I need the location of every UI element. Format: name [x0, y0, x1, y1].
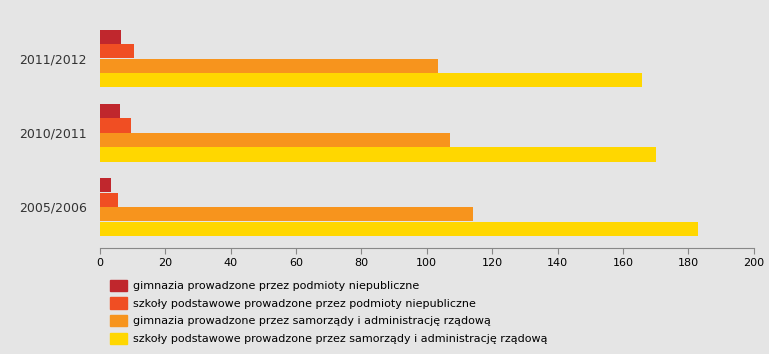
Bar: [100, 133, 450, 147]
Bar: [100, 207, 472, 221]
Bar: [100, 193, 118, 207]
Bar: [100, 119, 131, 132]
Bar: [100, 73, 643, 87]
Bar: [100, 222, 698, 236]
Bar: [100, 44, 135, 58]
Bar: [100, 104, 120, 118]
Bar: [100, 147, 655, 161]
Bar: [100, 178, 112, 192]
Bar: [100, 30, 122, 44]
Bar: [100, 59, 438, 73]
Legend: gimnazia prowadzone przez podmioty niepubliczne, szkoły podstawowe prowadzone pr: gimnazia prowadzone przez podmioty niepu…: [105, 275, 552, 348]
